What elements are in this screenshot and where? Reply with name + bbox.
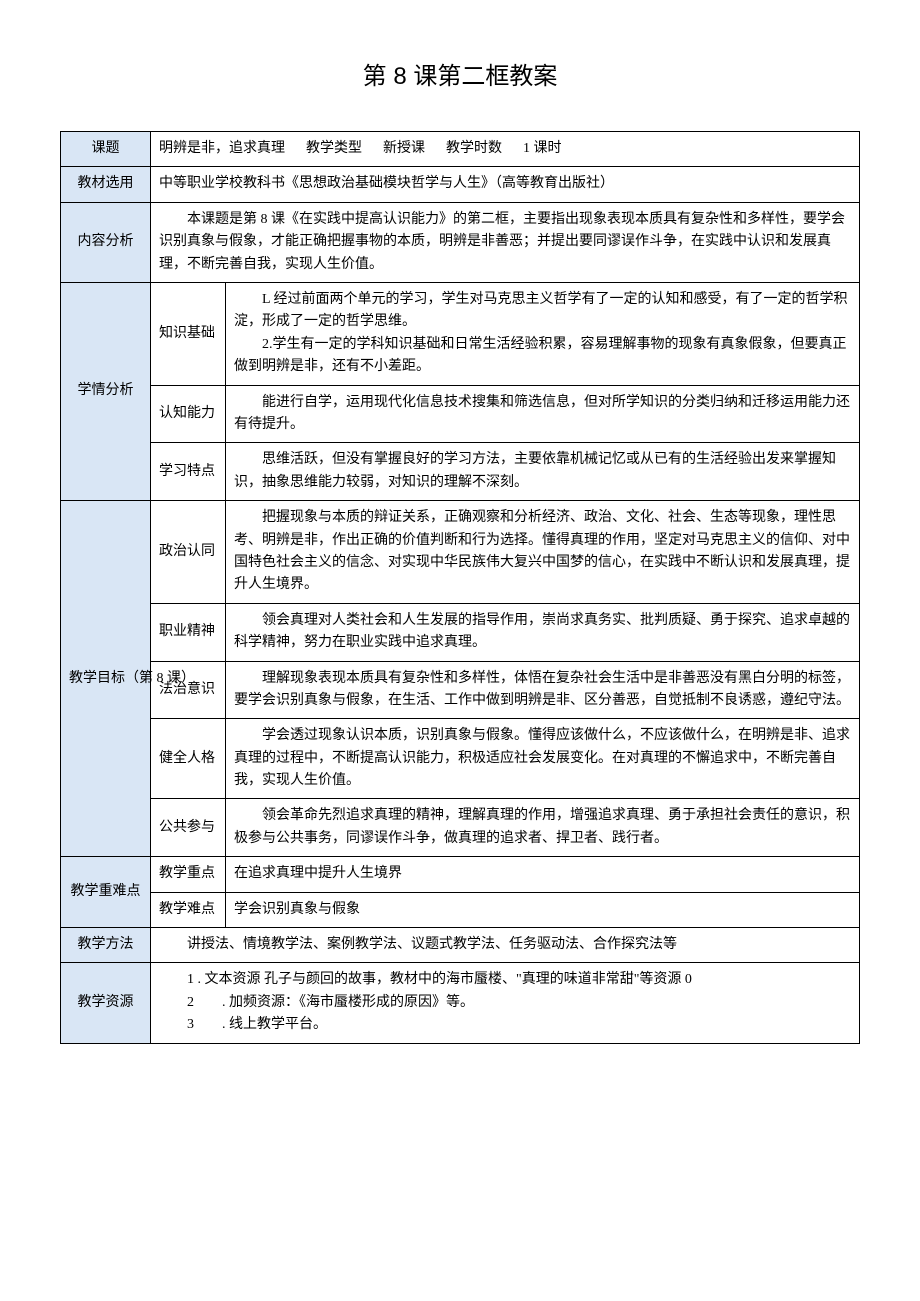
label-xuexi: 学习特点: [151, 443, 226, 501]
ziyuan-content: 1 . 文本资源 孔子与颜回的故事，教材中的海市蜃楼、"真理的味道非常甜"等资源…: [151, 963, 860, 1043]
table-row: 内容分析 本课题是第 8 课《在实践中提高认识能力》的第二框，主要指出现象表现本…: [61, 202, 860, 282]
label-jiaocai: 教材选用: [61, 167, 151, 202]
zhiye-content: 领会真理对人类社会和人生发展的指导作用，崇尚求真务实、批判质疑、勇于探究、追求卓…: [226, 603, 860, 661]
label-zhongdian: 教学重点: [151, 857, 226, 892]
label-keti: 课题: [61, 132, 151, 167]
table-row: 法治意识 理解现象表现本质具有复杂性和多样性，体悟在复杂社会生活中是非善恶没有黑…: [61, 661, 860, 719]
neirong-content: 本课题是第 8 课《在实践中提高认识能力》的第二框，主要指出现象表现本质具有复杂…: [151, 202, 860, 282]
table-row: 教材选用 中等职业学校教科书《思想政治基础模块哲学与人生》（高等教育出版社）: [61, 167, 860, 202]
xuexi-content: 思维活跃，但没有掌握良好的学习方法，主要依靠机械记忆或从已有的生活经验出发来掌握…: [226, 443, 860, 501]
label-renzhi: 认知能力: [151, 385, 226, 443]
label-zhengzhi: 政治认同: [151, 501, 226, 604]
label-fangfa: 教学方法: [61, 928, 151, 963]
zhishi-content: L 经过前面两个单元的学习，学生对马克思主义哲学有了一定的认知和感受，有了一定的…: [226, 283, 860, 386]
zhongdian-content: 在追求真理中提升人生境界: [226, 857, 860, 892]
leixing-value: 新授课: [383, 141, 425, 156]
table-row: 教学资源 1 . 文本资源 孔子与颜回的故事，教材中的海市蜃楼、"真理的味道非常…: [61, 963, 860, 1043]
label-fazhi: 法治意识: [151, 661, 226, 719]
label-gonggong: 公共参与: [151, 799, 226, 857]
label-neirong: 内容分析: [61, 202, 151, 282]
fangfa-content: 讲授法、情境教学法、案例教学法、议题式教学法、任务驱动法、合作探究法等: [151, 928, 860, 963]
table-row: 教学重难点 教学重点 在追求真理中提升人生境界: [61, 857, 860, 892]
jiaocai-content: 中等职业学校教科书《思想政治基础模块哲学与人生》（高等教育出版社）: [151, 167, 860, 202]
label-nandian: 教学难点: [151, 892, 226, 927]
fazhi-content: 理解现象表现本质具有复杂性和多样性，体悟在复杂社会生活中是非善恶没有黑白分明的标…: [226, 661, 860, 719]
table-row: 认知能力 能进行自学，运用现代化信息技术搜集和筛选信息，但对所学知识的分类归纳和…: [61, 385, 860, 443]
label-leixing: 教学类型: [306, 141, 362, 156]
table-row: 教学方法 讲授法、情境教学法、案例教学法、议题式教学法、任务驱动法、合作探究法等: [61, 928, 860, 963]
jianquan-content: 学会透过现象认识本质，识别真象与假象。懂得应该做什么，不应该做什么，在明辨是非、…: [226, 719, 860, 799]
renzhi-content: 能进行自学，运用现代化信息技术搜集和筛选信息，但对所学知识的分类归纳和迁移运用能…: [226, 385, 860, 443]
label-mubiao: 教学目标（第 8 课）: [61, 501, 151, 857]
table-row: 健全人格 学会透过现象认识本质，识别真象与假象。懂得应该做什么，不应该做什么，在…: [61, 719, 860, 799]
label-ziyuan: 教学资源: [61, 963, 151, 1043]
row1-content: 明辨是非，追求真理 教学类型 新授课 教学时数 1 课时: [151, 132, 860, 167]
page-title: 第 8 课第二框教案: [60, 56, 860, 91]
table-row: 职业精神 领会真理对人类社会和人生发展的指导作用，崇尚求真务实、批判质疑、勇于探…: [61, 603, 860, 661]
label-xueqing: 学情分析: [61, 283, 151, 501]
table-row: 课题 明辨是非，追求真理 教学类型 新授课 教学时数 1 课时: [61, 132, 860, 167]
label-zhongnandian: 教学重难点: [61, 857, 151, 928]
label-zhishi: 知识基础: [151, 283, 226, 386]
zhengzhi-content: 把握现象与本质的辩证关系，正确观察和分析经济、政治、文化、社会、生态等现象，理性…: [226, 501, 860, 604]
nandian-content: 学会识别真象与假象: [226, 892, 860, 927]
table-row: 公共参与 领会革命先烈追求真理的精神，理解真理的作用，增强追求真理、勇于承担社会…: [61, 799, 860, 857]
keti-value: 明辨是非，追求真理: [159, 141, 285, 156]
label-zhiye: 职业精神: [151, 603, 226, 661]
gonggong-content: 领会革命先烈追求真理的精神，理解真理的作用，增强追求真理、勇于承担社会责任的意识…: [226, 799, 860, 857]
lesson-plan-table: 课题 明辨是非，追求真理 教学类型 新授课 教学时数 1 课时 教材选用 中等职…: [60, 131, 860, 1044]
table-row: 学情分析 知识基础 L 经过前面两个单元的学习，学生对马克思主义哲学有了一定的认…: [61, 283, 860, 386]
table-row: 教学目标（第 8 课） 政治认同 把握现象与本质的辩证关系，正确观察和分析经济、…: [61, 501, 860, 604]
shishu-value: 1 课时: [523, 141, 562, 156]
label-jianquan: 健全人格: [151, 719, 226, 799]
table-row: 教学难点 学会识别真象与假象: [61, 892, 860, 927]
table-row: 学习特点 思维活跃，但没有掌握良好的学习方法，主要依靠机械记忆或从已有的生活经验…: [61, 443, 860, 501]
label-shishu: 教学时数: [446, 141, 502, 156]
